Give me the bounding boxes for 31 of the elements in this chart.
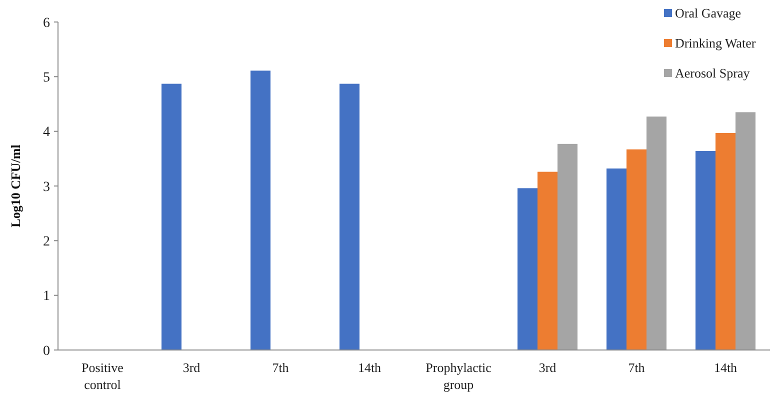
bar	[518, 188, 538, 350]
bar	[340, 84, 360, 350]
x-tick-label: 7th	[628, 360, 646, 375]
y-tick-label: 6	[43, 16, 50, 31]
bar	[250, 70, 270, 350]
y-tick-label: 1	[43, 289, 50, 304]
bar	[736, 112, 756, 350]
y-axis-title: Log10 CFU/ml	[8, 144, 23, 228]
y-tick-label: 3	[43, 180, 50, 195]
legend-label: Drinking Water	[675, 36, 756, 51]
y-tick-label: 5	[43, 70, 50, 86]
y-tick-label: 0	[43, 344, 50, 359]
bar	[162, 84, 182, 350]
x-tick-label: 3rd	[538, 360, 557, 375]
bar	[716, 132, 736, 350]
legend-label: Oral Gavage	[675, 6, 742, 21]
legend-label: Aerosol Spray	[675, 66, 750, 81]
x-tick-label: 14th	[714, 360, 738, 375]
x-tick-label: Prophylactic group	[426, 360, 492, 392]
bar	[696, 151, 716, 350]
y-tick-label: 4	[43, 125, 50, 140]
bar	[606, 168, 626, 350]
bar	[558, 144, 578, 350]
y-tick-label: 2	[43, 234, 50, 250]
x-tick-label: Positive control	[82, 360, 124, 392]
bar	[538, 172, 558, 350]
bar	[646, 116, 666, 350]
bar	[626, 149, 646, 350]
x-tick-label: 7th	[272, 360, 290, 375]
x-tick-label: 3rd	[182, 360, 201, 375]
x-tick-label: 14th	[358, 360, 382, 375]
